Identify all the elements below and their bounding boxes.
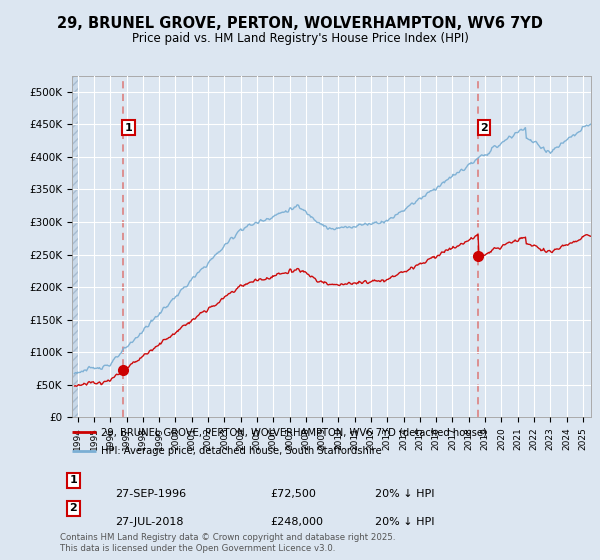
Text: £248,000: £248,000 bbox=[270, 517, 323, 526]
Text: 27-SEP-1996: 27-SEP-1996 bbox=[115, 489, 186, 499]
Text: 20% ↓ HPI: 20% ↓ HPI bbox=[375, 517, 434, 526]
Text: Contains HM Land Registry data © Crown copyright and database right 2025.
This d: Contains HM Land Registry data © Crown c… bbox=[60, 533, 395, 553]
Text: 1: 1 bbox=[124, 123, 132, 133]
Text: Price paid vs. HM Land Registry's House Price Index (HPI): Price paid vs. HM Land Registry's House … bbox=[131, 32, 469, 45]
Text: 29, BRUNEL GROVE, PERTON, WOLVERHAMPTON, WV6 7YD (detached house): 29, BRUNEL GROVE, PERTON, WOLVERHAMPTON,… bbox=[101, 427, 487, 437]
Text: 20% ↓ HPI: 20% ↓ HPI bbox=[375, 489, 434, 499]
Text: 29, BRUNEL GROVE, PERTON, WOLVERHAMPTON, WV6 7YD: 29, BRUNEL GROVE, PERTON, WOLVERHAMPTON,… bbox=[57, 16, 543, 31]
Text: 1: 1 bbox=[70, 475, 77, 486]
Text: 2: 2 bbox=[70, 503, 77, 513]
Text: 2: 2 bbox=[480, 123, 488, 133]
Bar bbox=[72, 76, 78, 417]
Text: HPI: Average price, detached house, South Staffordshire: HPI: Average price, detached house, Sout… bbox=[101, 446, 382, 456]
Text: £72,500: £72,500 bbox=[270, 489, 316, 499]
Text: 27-JUL-2018: 27-JUL-2018 bbox=[115, 517, 184, 526]
